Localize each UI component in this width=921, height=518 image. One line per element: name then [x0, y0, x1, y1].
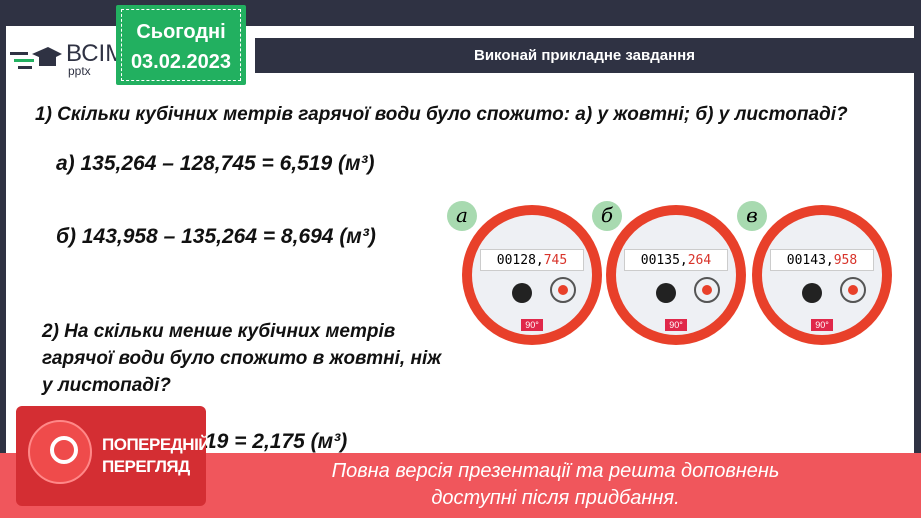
water-meter-a: 00128, 745 90° [462, 205, 602, 345]
meter-label-b: б [592, 201, 622, 231]
slide-header: Виконай прикладне завдання [255, 38, 914, 73]
today-label: Сьогодні [136, 21, 226, 43]
banner-line1: Повна версія презентації та решта доповн… [331, 460, 780, 482]
date-badge: Сьогодні 03.02.2023 [116, 5, 246, 85]
date-value: 03.02.2023 [130, 51, 232, 73]
purchase-banner: Повна версія презентації та решта доповн… [0, 453, 921, 518]
meter-label-c: в [737, 201, 767, 231]
dial-icon [840, 277, 866, 303]
task2-question-line3: у листопаді? [42, 375, 171, 396]
dial-icon [694, 277, 720, 303]
magnifier-icon [28, 420, 92, 484]
task1-question: 1) Скільки кубічних метрів гарячої води … [35, 104, 848, 125]
knob-icon [802, 283, 822, 303]
dial-icon [550, 277, 576, 303]
task2-question-line2: гарячої води було спожито в жовтні, ніж [42, 348, 442, 369]
banner-line2: доступні після придбання. [431, 487, 680, 509]
task1-answer-b: б) 143,958 – 135,264 = 8,694 (м³) [56, 225, 376, 248]
knob-icon [656, 283, 676, 303]
task2-answer: 19 = 2,175 (м³) [205, 430, 348, 453]
logo-subtext: pptx [68, 64, 91, 78]
meter-label-a: а [447, 201, 477, 231]
preview-button[interactable]: ПОПЕРЕДНІЙ ПЕРЕГЛЯД [16, 406, 211, 506]
water-meter-c: 00143, 958 90° [752, 205, 892, 345]
vsim-logo: ВСІМ pptx [10, 40, 125, 80]
graduation-cap-icon [10, 47, 62, 69]
logo-text: ВСІМ [66, 40, 126, 67]
task2-question-line1: 2) На скільки менше кубічних метрів [42, 321, 396, 342]
task1-answer-a: а) 135,264 – 128,745 = 6,519 (м³) [56, 152, 375, 175]
knob-icon [512, 283, 532, 303]
water-meter-b: 00135, 264 90° [606, 205, 746, 345]
